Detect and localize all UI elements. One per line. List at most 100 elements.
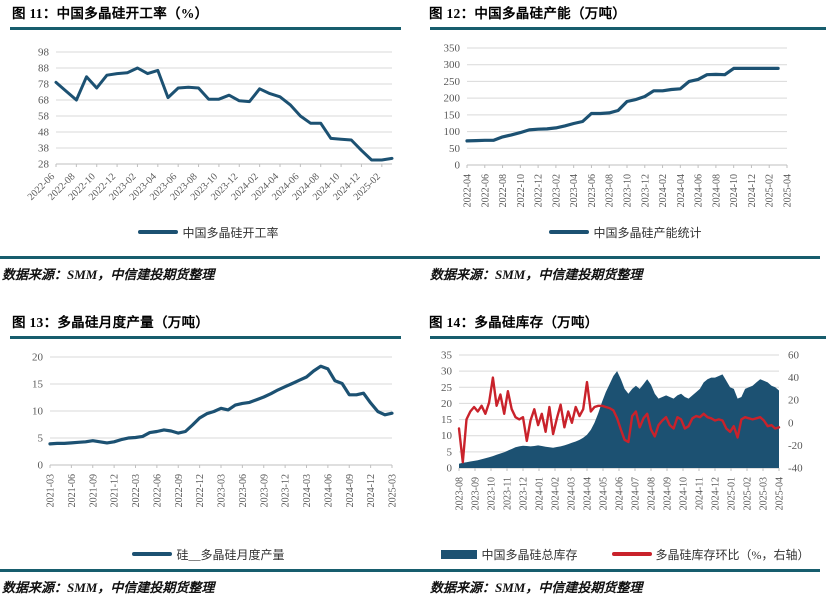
- svg-text:2023-06: 2023-06: [587, 174, 598, 207]
- figure-13-panel: 图 13：多晶硅月度产量（万吨） 20 15 10 5 0 2021-03 2021-06 2…: [0, 309, 417, 569]
- svg-text:2025-02: 2025-02: [743, 477, 754, 510]
- figure-12-legend: 中国多晶硅产能统计: [417, 224, 834, 240]
- figure-14-legend: 中国多晶硅总库存 多晶硅库存环比（%，右轴）: [417, 546, 834, 562]
- legend-item: 多晶硅库存环比（%，右轴）: [611, 546, 810, 563]
- svg-text:15: 15: [441, 414, 453, 426]
- legend-swatch-navy: [441, 549, 478, 559]
- svg-text:2023-09: 2023-09: [259, 474, 270, 507]
- svg-text:20: 20: [441, 398, 453, 410]
- svg-text:2023-08: 2023-08: [605, 174, 616, 207]
- svg-text:10: 10: [32, 406, 44, 418]
- svg-text:88: 88: [38, 63, 50, 75]
- svg-text:2024-01: 2024-01: [535, 477, 546, 510]
- figure-14-panel: 图 14：多晶硅库存（万吨） 35 30 25 20 15 10 5 0 60 40 20 0 -20 -…: [417, 309, 834, 569]
- svg-text:2024-09: 2024-09: [663, 477, 674, 510]
- row-2-bottom-rule: [0, 569, 820, 572]
- svg-text:2022-10: 2022-10: [516, 174, 527, 207]
- svg-text:2021-03: 2021-03: [46, 474, 57, 507]
- figure-11-panel: 图 11：中国多晶硅开工率（%） 98 88 78 68 58 48 38 28 2022-06…: [0, 0, 417, 256]
- svg-text:2023-09: 2023-09: [471, 477, 482, 510]
- legend-label: 中国多晶硅总库存: [481, 547, 578, 562]
- svg-text:2022-09: 2022-09: [174, 474, 185, 507]
- svg-text:2024-03: 2024-03: [302, 474, 313, 507]
- svg-text:250: 250: [444, 76, 461, 88]
- svg-text:2022-06: 2022-06: [152, 474, 163, 507]
- svg-text:0: 0: [447, 463, 453, 475]
- svg-text:2024-04: 2024-04: [676, 174, 687, 207]
- svg-text:2024-07: 2024-07: [631, 477, 642, 510]
- figure-11-title-rule: [10, 27, 401, 30]
- legend-label: 中国多晶硅开工率: [182, 225, 279, 240]
- svg-text:58: 58: [38, 111, 50, 123]
- svg-text:2022-03: 2022-03: [131, 474, 142, 507]
- svg-text:28: 28: [38, 159, 50, 171]
- svg-text:60: 60: [788, 350, 800, 362]
- figure-14-title: 图 14：多晶硅库存（万吨）: [429, 315, 599, 330]
- svg-text:2023-11: 2023-11: [503, 477, 514, 510]
- svg-text:2023-12: 2023-12: [281, 474, 292, 507]
- row-1-bottom-rule: [0, 256, 820, 259]
- legend-item: 中国多晶硅产能统计: [549, 224, 702, 241]
- figure-13-title-rule: [10, 336, 401, 339]
- svg-text:5: 5: [38, 433, 44, 445]
- legend-swatch-navy: [549, 230, 590, 234]
- legend-label: 中国多晶硅产能统计: [593, 225, 702, 240]
- figure-11-source: 数据来源：SMM，中信建投期货整理: [2, 267, 215, 282]
- figure-11-chart: 98887868584838282022-062022-082022-10202…: [26, 47, 394, 203]
- svg-text:78: 78: [38, 79, 50, 91]
- figure-13-title: 图 13：多晶硅月度产量（万吨）: [12, 315, 210, 330]
- svg-text:50: 50: [449, 143, 461, 155]
- svg-text:2024-02: 2024-02: [551, 477, 562, 510]
- legend-swatch-red: [611, 552, 652, 556]
- svg-text:2024-12: 2024-12: [711, 477, 722, 510]
- svg-text:48: 48: [38, 127, 50, 139]
- svg-text:2022-12: 2022-12: [534, 174, 545, 207]
- legend-item: 硅__多晶硅月度产量: [132, 546, 285, 563]
- row-1-sources: 数据来源：SMM，中信建投期货整理 数据来源：SMM，中信建投期货整理: [0, 259, 834, 283]
- svg-text:2024-08: 2024-08: [647, 477, 658, 510]
- svg-text:2023-02: 2023-02: [551, 174, 562, 207]
- svg-text:15: 15: [32, 379, 44, 391]
- svg-text:2024-02: 2024-02: [658, 174, 669, 207]
- legend-label: 硅__多晶硅月度产量: [176, 547, 285, 562]
- svg-text:200: 200: [444, 93, 461, 105]
- svg-text:2025-03: 2025-03: [759, 477, 770, 510]
- figure-12-source: 数据来源：SMM，中信建投期货整理: [430, 267, 643, 282]
- svg-text:25: 25: [441, 382, 453, 394]
- svg-text:2025-03: 2025-03: [388, 474, 399, 507]
- svg-text:0: 0: [455, 160, 461, 172]
- legend-swatch-navy: [138, 230, 179, 234]
- figure-12-title-rule: [430, 27, 826, 30]
- svg-text:2024-12: 2024-12: [366, 474, 377, 507]
- legend-item: 中国多晶硅开工率: [138, 224, 279, 241]
- svg-text:2022-08: 2022-08: [498, 174, 509, 207]
- svg-text:2024-08: 2024-08: [711, 174, 722, 207]
- svg-text:20: 20: [32, 352, 44, 364]
- svg-text:2024-11: 2024-11: [695, 477, 706, 510]
- svg-text:10: 10: [441, 430, 453, 442]
- svg-text:2024-06: 2024-06: [694, 174, 705, 207]
- svg-text:2023-12: 2023-12: [519, 477, 530, 510]
- svg-text:2024-10: 2024-10: [679, 477, 690, 510]
- svg-text:2024-05: 2024-05: [599, 477, 610, 510]
- figure-13-legend: 硅__多晶硅月度产量: [0, 546, 417, 562]
- svg-text:5: 5: [447, 446, 453, 458]
- svg-text:2023-04: 2023-04: [569, 174, 580, 207]
- svg-text:0: 0: [38, 460, 44, 472]
- svg-text:2024-03: 2024-03: [567, 477, 578, 510]
- svg-text:2025-02: 2025-02: [765, 174, 776, 207]
- figure-14-title-rule: [430, 336, 826, 339]
- svg-text:2023-06: 2023-06: [238, 474, 249, 507]
- svg-text:2022-06: 2022-06: [480, 174, 491, 207]
- svg-text:2023-03: 2023-03: [217, 474, 228, 507]
- svg-text:2023-12: 2023-12: [640, 174, 651, 207]
- row-2-sources: 数据来源：SMM，中信建投期货整理 数据来源：SMM，中信建投期货整理: [0, 572, 834, 596]
- svg-text:100: 100: [444, 126, 461, 138]
- svg-text:2024-06: 2024-06: [615, 477, 626, 510]
- svg-text:2023-08: 2023-08: [455, 477, 466, 510]
- figure-13-source: 数据来源：SMM，中信建投期货整理: [2, 580, 215, 595]
- figure-12-title: 图 12：中国多晶硅产能（万吨）: [429, 6, 627, 21]
- svg-text:38: 38: [38, 143, 50, 155]
